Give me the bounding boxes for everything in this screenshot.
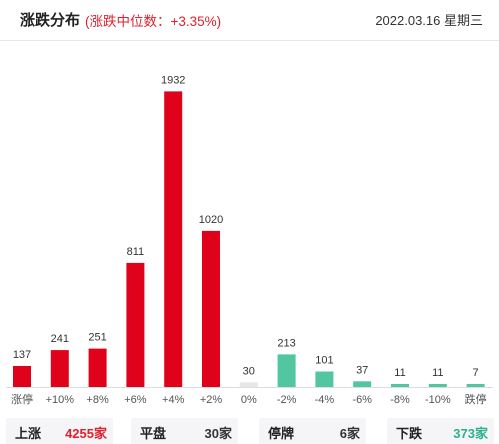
bar-value-label: 1020 [199, 214, 223, 226]
summary-halt: 停牌 6家 [259, 418, 366, 444]
summary-down-label: 下跌 [396, 426, 423, 441]
bar-12 [466, 384, 485, 387]
summary-flat-label: 平盘 [140, 426, 167, 441]
x-tick-label: +4% [162, 394, 185, 406]
bar-value-label: 1932 [161, 74, 185, 86]
x-tick-label: -2% [277, 394, 297, 406]
bar-0 [13, 366, 31, 387]
x-tick-label: 涨停 [11, 392, 33, 406]
bar-3 [126, 262, 145, 387]
chart-title: 涨跌分布 [20, 12, 81, 29]
summary-up: 上涨 4255家 [6, 418, 113, 444]
bar-10 [391, 384, 409, 387]
summary-up-count: 4255 [65, 426, 94, 441]
bar-value-label: 30 [243, 365, 255, 377]
trade-date: 2022.03.16 星期三 [375, 13, 483, 28]
bar-value-label: 11 [394, 367, 405, 379]
bar-value-label: 37 [356, 364, 368, 376]
bar-5 [202, 230, 220, 387]
bar-value-label: 213 [277, 337, 295, 349]
bar-6 [239, 382, 258, 387]
bar-7 [277, 354, 296, 387]
value-label-group: 137 241 251 811 1932 1020 30 213 101 37 11 11 7 [13, 74, 479, 379]
bar-1 [50, 350, 69, 387]
bar-2 [88, 348, 107, 387]
summary-halt-count: 6 [339, 426, 347, 441]
summary-flat-unit: 家 [218, 426, 232, 441]
x-tick-label: -8% [390, 394, 410, 406]
bar-value-label: 7 [473, 367, 479, 379]
x-tick-label: -4% [315, 394, 335, 406]
x-tick-label: 0% [241, 394, 257, 406]
bar-value-label: 241 [51, 333, 69, 345]
x-tick-label: +8% [86, 394, 109, 406]
bar-value-label: 811 [127, 246, 145, 258]
x-tick-label: -6% [352, 394, 372, 406]
bar-value-label: 11 [432, 367, 443, 379]
chart-header: 涨跌分布 (涨跌中位数：+3.35%) 2022.03.16 星期三 [0, 0, 499, 40]
summary-halt-unit: 家 [346, 426, 360, 441]
summary-flat: 平盘 30家 [131, 418, 238, 444]
header-divider [0, 40, 499, 41]
bar-8 [315, 371, 334, 387]
bar-group [13, 91, 485, 388]
median-change: (涨跌中位数：+3.35%) [85, 14, 222, 29]
bar-11 [428, 384, 447, 387]
summary-halt-label: 停牌 [268, 426, 295, 441]
x-tick-label: +6% [124, 394, 147, 406]
x-tick-label: +10% [46, 394, 75, 406]
bar-value-label: 101 [315, 355, 333, 367]
summary-flat-count: 30 [204, 426, 219, 441]
x-tick-label: +2% [200, 394, 223, 406]
summary-bar: 上涨 4255家 平盘 30家 停牌 6家 下跌 373家 [0, 418, 499, 444]
x-tick-label: 跌停 [465, 392, 487, 406]
tick-label-group: 涨停 +10% +8% +6% +4% +2% 0% -2% -4% -6% -8% -10% 跌停 [11, 392, 487, 406]
bar-value-label: 251 [88, 332, 106, 344]
summary-down-count: 373 [453, 426, 475, 441]
summary-up-unit: 家 [93, 426, 107, 441]
bar-9 [353, 381, 372, 387]
distribution-chart: 137 241 251 811 1932 1020 30 213 101 37 11 11 7 涨停 +1… [6, 74, 493, 406]
summary-down-unit: 家 [474, 426, 488, 441]
summary-up-label: 上涨 [15, 426, 42, 441]
bar-4 [164, 91, 183, 388]
summary-down: 下跌 373家 [387, 418, 494, 444]
bar-value-label: 137 [13, 349, 31, 361]
x-tick-label: -10% [425, 394, 451, 406]
